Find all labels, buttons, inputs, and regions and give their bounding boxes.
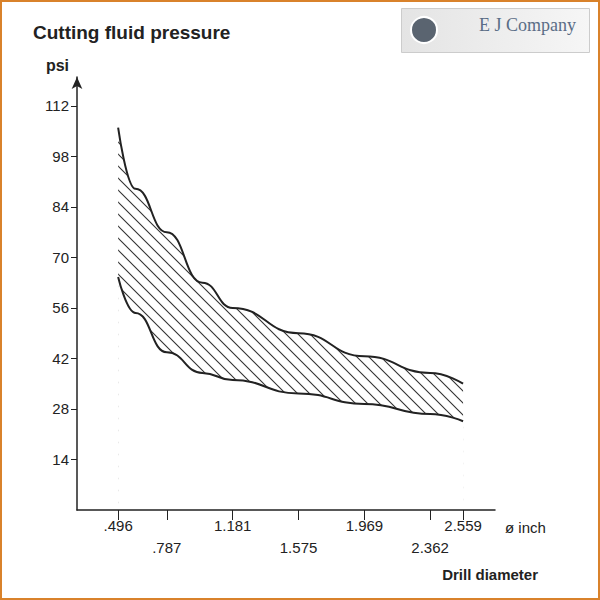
svg-text:1.575: 1.575: [280, 539, 318, 556]
svg-text:Drill diameter: Drill diameter: [442, 566, 538, 583]
svg-text:Cutting fluid pressure: Cutting fluid pressure: [33, 22, 230, 43]
svg-text:14: 14: [52, 451, 69, 468]
svg-text:112: 112: [45, 97, 69, 114]
svg-text:.787: .787: [152, 539, 181, 556]
svg-text:ø inch: ø inch: [505, 519, 546, 536]
svg-text:.496: .496: [104, 517, 133, 534]
svg-text:98: 98: [52, 148, 69, 165]
svg-text:84: 84: [52, 198, 69, 215]
svg-text:1.969: 1.969: [346, 517, 384, 534]
svg-text:2.362: 2.362: [411, 539, 449, 556]
svg-text:psi: psi: [46, 57, 69, 74]
svg-text:1.181: 1.181: [214, 517, 252, 534]
svg-text:2.559: 2.559: [444, 517, 482, 534]
svg-text:56: 56: [52, 299, 69, 316]
svg-text:E J Company: E J Company: [479, 15, 576, 35]
svg-text:70: 70: [52, 249, 69, 266]
svg-text:28: 28: [52, 400, 69, 417]
svg-text:42: 42: [52, 350, 69, 367]
